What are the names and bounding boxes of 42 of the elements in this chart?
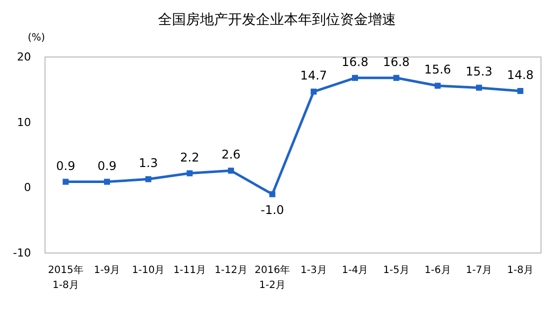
point — [393, 74, 400, 81]
point — [145, 176, 152, 182]
x-tick-label: 1-5月 — [383, 265, 410, 276]
y-tick-label: 10 — [17, 116, 31, 129]
data-label: 0.9 — [56, 158, 76, 173]
data-label: 16.8 — [342, 54, 368, 69]
point — [476, 84, 482, 91]
point — [228, 168, 234, 174]
x-tick-label: 1-6月 — [424, 265, 451, 276]
y-tick-label: 20 — [17, 50, 31, 64]
x-tick-label: 1-10月 — [132, 265, 165, 276]
data-label: 14.7 — [300, 68, 328, 83]
point — [269, 191, 276, 198]
data-label: 2.6 — [221, 148, 241, 162]
data-label: 15.3 — [466, 64, 492, 79]
y-tick-label: -10 — [13, 246, 31, 260]
data-label: -1.0 — [260, 203, 284, 218]
point — [434, 82, 441, 89]
point — [352, 74, 358, 81]
chart-title: 全国房地产开发企业本年到位资金增速 — [158, 12, 396, 28]
x-tick-label: 2016年 1-2月 — [254, 264, 290, 291]
x-tick-label: 1-8月 — [507, 265, 534, 276]
x-tick-label: 1-4月 — [342, 265, 368, 276]
x-tick-label: 2015年 1-8月 — [48, 264, 84, 291]
point — [310, 88, 317, 95]
x-tick-label: 1-11月 — [173, 265, 206, 276]
point — [186, 170, 193, 176]
point — [517, 88, 524, 94]
data-label: 0.9 — [97, 158, 117, 173]
x-tick-label: 1-3月 — [300, 265, 327, 276]
data-label: 14.8 — [506, 68, 534, 82]
x-tick-label: 1-12月 — [214, 265, 248, 276]
point — [104, 178, 110, 185]
data-label: 2.2 — [180, 150, 200, 164]
x-tick-label: 1-7月 — [466, 265, 492, 276]
point — [62, 178, 69, 185]
y-axis-title: (%) — [28, 32, 46, 44]
y-tick-label: 0 — [24, 181, 31, 194]
data-label: 16.8 — [382, 54, 410, 69]
data-label: 1.3 — [138, 156, 158, 170]
data-label: 15.6 — [424, 62, 452, 77]
x-tick-label: 1-9月 — [94, 265, 120, 276]
